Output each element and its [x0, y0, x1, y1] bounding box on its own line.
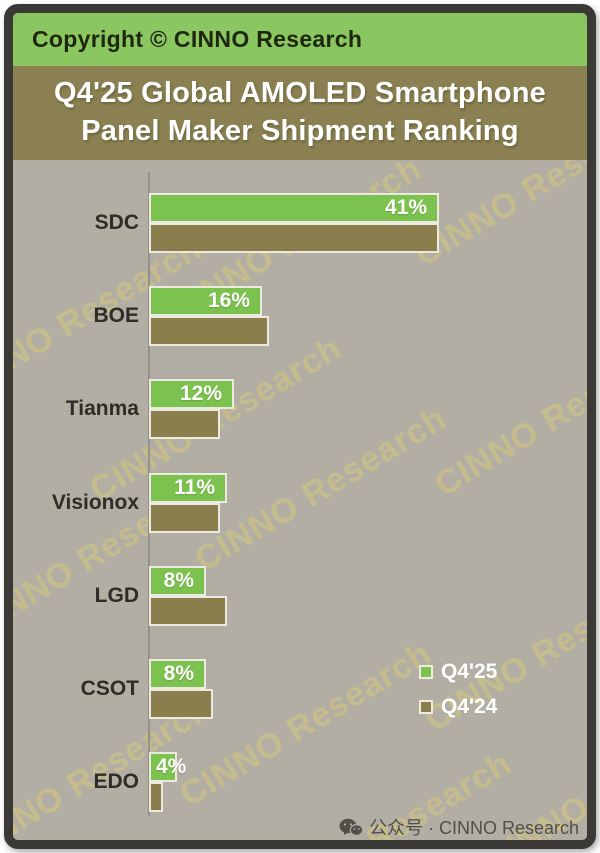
chart-legend: Q4'25 Q4'24	[419, 660, 498, 731]
bar-q424-edo	[149, 782, 163, 812]
watermark-text: CINNO Research	[173, 634, 439, 815]
bar-q424-csot	[149, 689, 213, 719]
wechat-icon	[339, 818, 363, 837]
bar-q425-visionox	[149, 473, 227, 503]
watermark-text: CINNO Research	[428, 324, 587, 505]
category-label-tianma: Tianma	[65, 397, 139, 420]
legend-item-q425: Q4'25	[419, 660, 498, 683]
bar-q425-edo	[149, 752, 177, 782]
legend-swatch-q424	[419, 700, 433, 714]
bar-q424-tianma	[149, 409, 220, 439]
legend-label-q425: Q4'25	[441, 660, 498, 683]
category-label-csot: CSOT	[80, 677, 139, 700]
page-title-line1: Q4'25 Global AMOLED Smartphone	[53, 77, 546, 110]
value-label-lgd: 8%	[163, 569, 194, 592]
bar-q424-sdc	[149, 223, 439, 253]
wechat-stamp-text: 公众号 · CINNO Research	[368, 818, 579, 838]
category-label-lgd: LGD	[94, 584, 139, 607]
value-label-sdc: 41%	[384, 196, 427, 219]
value-label-visionox: 11%	[174, 476, 215, 499]
value-label-boe: 16%	[207, 289, 250, 312]
value-label-tianma: 12%	[179, 382, 222, 405]
category-label-visionox: Visionox	[51, 491, 139, 514]
bar-q425-csot	[149, 659, 206, 689]
bar-q424-visionox	[149, 503, 220, 533]
bar-q425-sdc	[149, 193, 439, 223]
bar-q424-lgd	[149, 596, 227, 626]
category-label-boe: BOE	[93, 304, 139, 327]
wechat-stamp: 公众号 · CINNO Research	[339, 814, 579, 840]
legend-swatch-q425	[419, 665, 433, 679]
legend-label-q424: Q4'24	[441, 695, 498, 718]
value-label-csot: 8%	[163, 662, 194, 685]
bar-q425-boe	[149, 286, 262, 316]
category-label-sdc: SDC	[94, 211, 139, 234]
bar-q424-boe	[149, 316, 269, 346]
value-label-edo: 4%	[156, 755, 187, 778]
chart-image-frame: Copyright © CINNO Research Q4'25 Global …	[4, 4, 596, 849]
page-title-line2: Panel Maker Shipment Ranking	[81, 115, 519, 147]
category-label-edo: EDO	[93, 770, 139, 793]
bar-q425-tianma	[149, 379, 234, 409]
watermark-text: CINNO Research	[188, 399, 454, 580]
bar-q425-lgd	[149, 566, 206, 596]
title-bar: Q4'25 Global AMOLED Smartphone Panel Mak…	[13, 66, 587, 160]
copyright-bar: Copyright © CINNO Research	[13, 13, 587, 66]
legend-item-q424: Q4'24	[419, 695, 498, 718]
copyright-text: Copyright © CINNO Research	[32, 26, 363, 52]
